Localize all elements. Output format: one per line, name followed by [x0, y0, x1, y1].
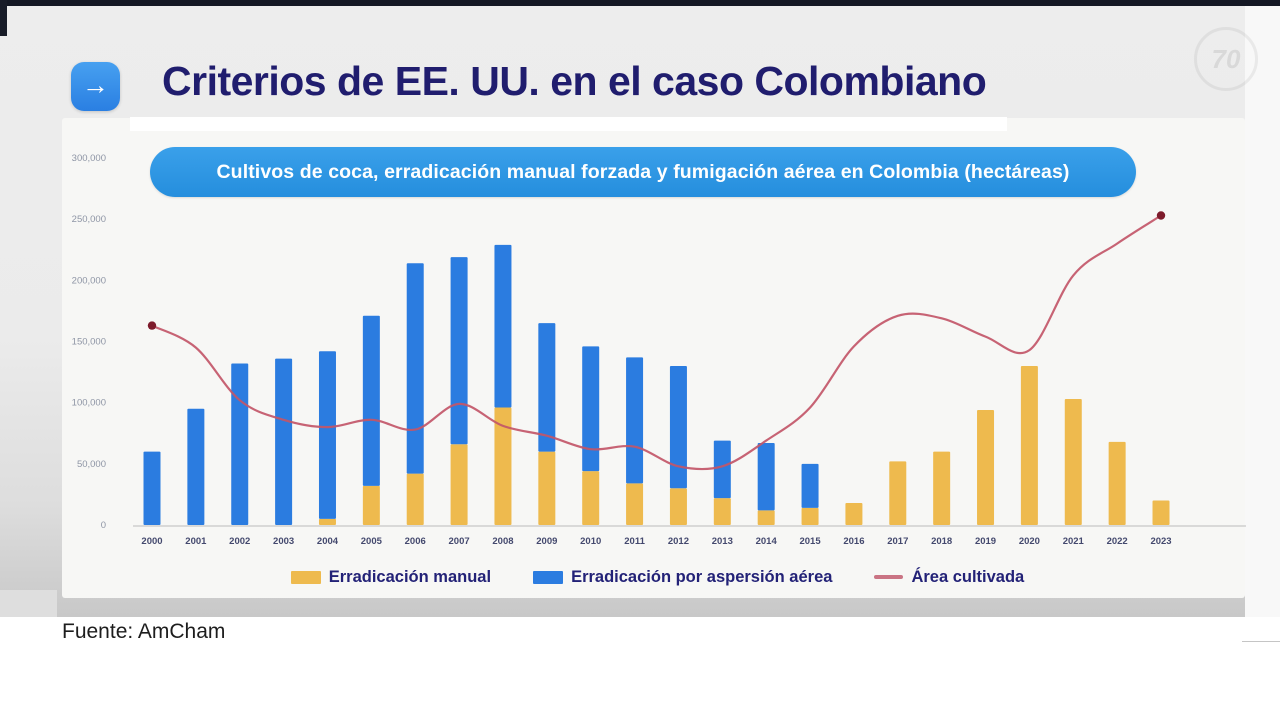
legend-swatch-aspersion [533, 570, 564, 584]
legend-swatch-cultivada [874, 575, 904, 579]
chart-title-text: Cultivos de coca, erradicación manual fo… [216, 160, 1070, 183]
bottom-left-patch [0, 590, 57, 617]
video-top-bar [0, 0, 1280, 6]
chart-legend: Erradicación manual Erradicación por asp… [135, 562, 1180, 592]
legend-item-aspersion: Erradicación por aspersión aérea [533, 568, 832, 587]
title-underline [130, 117, 1007, 131]
legend-label-manual: Erradicación manual [328, 567, 492, 586]
anniversary-70-logo: 70 [1194, 27, 1258, 91]
video-corner-notch [0, 0, 7, 36]
legend-label-aspersion: Erradicación por aspersión aérea [571, 567, 833, 586]
slide-title: Criterios de EE. UU. en el caso Colombia… [162, 58, 987, 104]
arrow-button[interactable]: → [71, 62, 120, 111]
arrow-right-icon: → [82, 70, 109, 100]
legend-swatch-manual [290, 570, 321, 584]
faint-divider-line [1242, 641, 1280, 642]
anniversary-70-text: 70 [1211, 43, 1241, 74]
right-margin-strip [1245, 6, 1280, 617]
slide: → Criterios de EE. UU. en el caso Colomb… [0, 0, 1258, 617]
source-note: Fuente: AmCham [62, 620, 226, 643]
legend-label-cultivada: Área cultivada [911, 567, 1025, 586]
legend-item-manual: Erradicación manual [290, 567, 492, 587]
legend-item-cultivada: Área cultivada [874, 568, 1024, 587]
chart-title-banner: Cultivos de coca, erradicación manual fo… [150, 147, 1136, 197]
